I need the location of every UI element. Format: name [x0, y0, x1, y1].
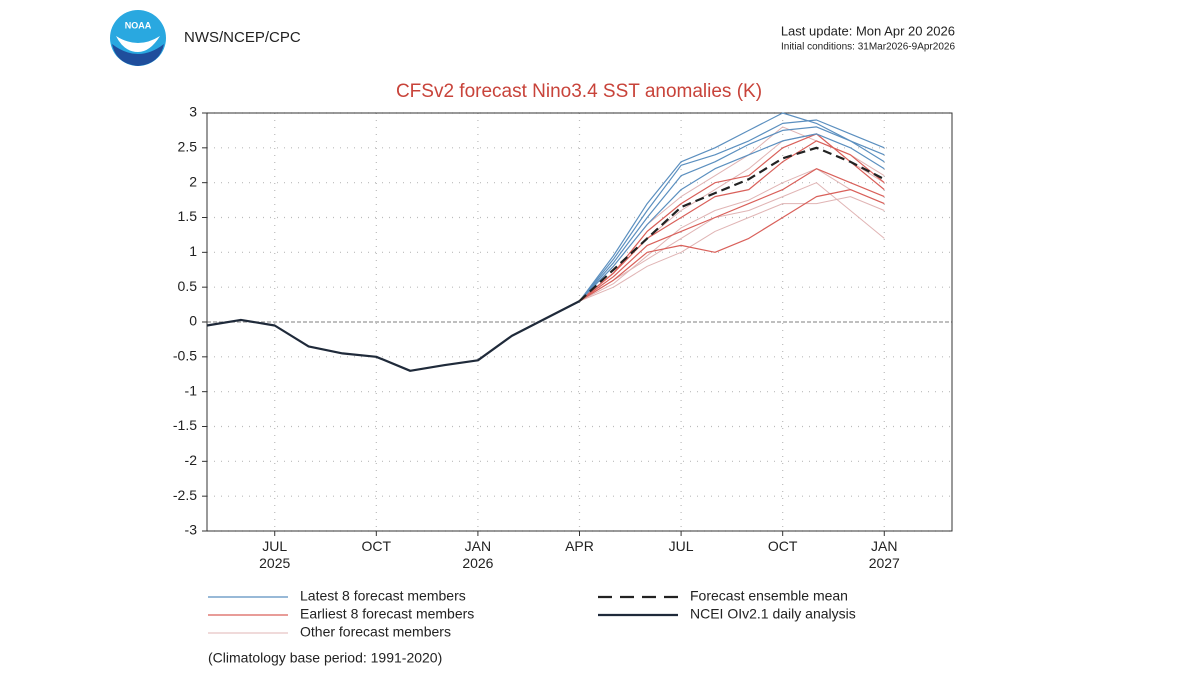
forecast-line: [579, 119, 885, 302]
x-tick-label: APR: [565, 538, 594, 554]
footnote: (Climatology base period: 1991-2020): [208, 650, 442, 666]
x-tick-label: JAN 2027: [869, 538, 900, 571]
y-tick-label: -0.5: [173, 348, 197, 364]
forecast-line: [579, 168, 885, 302]
plot-frame: [206, 112, 953, 532]
forecast-line: [579, 133, 885, 302]
y-tick-label: -2: [185, 452, 198, 468]
y-tick-label: 1: [189, 243, 197, 259]
x-tick-label: OCT: [362, 538, 392, 554]
initial-conditions: Initial conditions: 31Mar2026-9Apr2026: [781, 42, 955, 53]
last-update: Last update: Mon Apr 20 2026: [781, 23, 955, 38]
forecast-line: [579, 112, 885, 302]
y-tick-label: -1.5: [173, 417, 197, 433]
agency: NWS/NCEP/CPC: [184, 29, 301, 46]
y-tick-label: 0: [189, 313, 197, 329]
forecast-line: [579, 168, 885, 302]
y-tick-label: -1: [185, 382, 198, 398]
x-tick-label: OCT: [768, 538, 798, 554]
y-tick-label: 1.5: [178, 208, 198, 224]
forecast-line: [579, 133, 885, 302]
y-tick-label: -2.5: [173, 487, 197, 503]
legend-label: NCEI OIv2.1 daily analysis: [690, 606, 856, 622]
forecast-line: [579, 126, 885, 302]
legend-label: Latest 8 forecast members: [300, 588, 466, 604]
chart-title: CFSv2 forecast Nino3.4 SST anomalies (K): [396, 81, 762, 102]
y-tick-label: 0.5: [178, 278, 198, 294]
legend-label: Earliest 8 forecast members: [300, 606, 474, 622]
legend-label: Other forecast members: [300, 624, 451, 640]
y-tick-label: -3: [185, 522, 198, 538]
noaa-logo: NOAA: [110, 10, 166, 66]
x-tick-label: JUL 2025: [259, 538, 290, 571]
logo-text: NOAA: [125, 20, 152, 30]
forecast-line: [579, 133, 885, 302]
x-tick-label: JUL: [669, 538, 694, 554]
y-tick-label: 2.5: [178, 139, 198, 155]
forecast-line: [579, 196, 885, 302]
y-tick-label: 3: [189, 104, 197, 120]
forecast-line: [206, 300, 581, 372]
y-tick-label: 2: [189, 173, 197, 189]
x-tick-label: JAN 2026: [462, 538, 493, 571]
forecast-line: [579, 189, 885, 302]
legend-label: Forecast ensemble mean: [690, 588, 848, 604]
